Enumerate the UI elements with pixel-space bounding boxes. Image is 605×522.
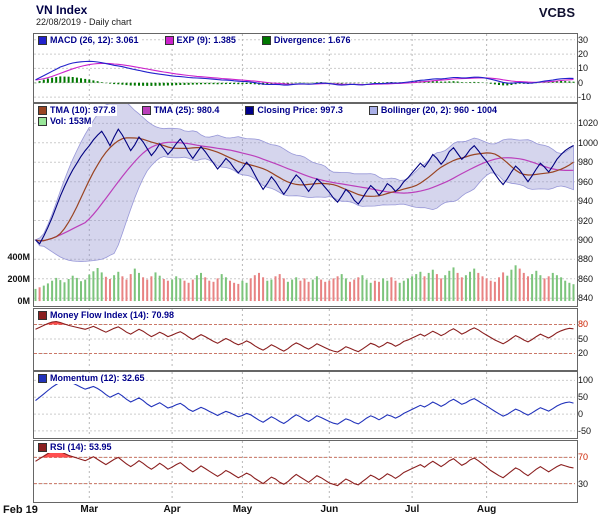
price-panel: TMA (10): 977.8 TMA (25): 980.4 Closing … xyxy=(33,103,578,307)
macd-swatch-icon xyxy=(38,36,47,45)
momentum-panel: Momentum (12): 32.65 xyxy=(33,371,578,439)
legend-item-tma25: TMA (25): 980.4 xyxy=(140,105,221,116)
volume-legend-label: Vol: 153M xyxy=(50,116,92,126)
legend-item-volume: Vol: 153M xyxy=(37,116,93,127)
mfi-legend-label: Money Flow Index (14): 70.98 xyxy=(50,310,175,320)
legend-item-exp: EXP (9): 1.385 xyxy=(163,35,237,46)
legend-item-bollinger: Bollinger (20, 2): 960 - 1004 xyxy=(367,105,498,116)
rsi-swatch-icon xyxy=(38,443,47,452)
momentum-chart xyxy=(34,372,575,436)
volume-scale-label: 200M xyxy=(7,274,30,284)
closing-price-swatch-icon xyxy=(245,106,255,115)
y-tick-label: 10 xyxy=(578,63,589,74)
y-tick-label: 30 xyxy=(578,34,589,45)
tma10-legend-label: TMA (10): 977.8 xyxy=(50,105,116,115)
y-tick-label: 80 xyxy=(578,319,589,330)
rsi-legend: RSI (14): 53.95 xyxy=(37,442,113,453)
volume-scale-label: 0M xyxy=(17,296,30,306)
tma25-swatch-icon xyxy=(141,106,151,115)
x-axis-label: Mar xyxy=(80,504,99,515)
macd-panel: MACD (26, 12): 3.061 EXP (9): 1.385 Dive… xyxy=(33,33,578,103)
momentum-swatch-icon xyxy=(38,374,47,383)
legend-item-macd: MACD (26, 12): 3.061 xyxy=(37,35,140,46)
momentum-legend-label: Momentum (12): 32.65 xyxy=(50,373,145,383)
y-tick-label: 860 xyxy=(578,273,594,284)
legend-item-tma10: TMA (10): 977.8 xyxy=(37,105,117,116)
volume-scale-label: 400M xyxy=(7,252,30,262)
legend-item-rsi: RSI (14): 53.95 xyxy=(37,442,113,453)
y-tick-label: 1000 xyxy=(578,137,599,148)
page-title: VN Index xyxy=(36,3,88,17)
tma10-swatch-icon xyxy=(38,106,47,115)
chart-date-line: 22/08/2019 - Daily chart xyxy=(36,17,132,27)
x-axis-label: Jul xyxy=(404,504,420,515)
legend-item-closing-price: Closing Price: 997.3 xyxy=(244,105,344,116)
y-tick-label: 940 xyxy=(578,196,594,207)
x-axis-label: Aug xyxy=(476,504,497,515)
y-tick-label: 20 xyxy=(578,348,589,359)
legend-item-divergence: Divergence: 1.676 xyxy=(260,35,352,46)
exp-legend-label: EXP (9): 1.385 xyxy=(176,35,236,45)
rsi-panel: RSI (14): 53.95 xyxy=(33,440,578,503)
x-axis-label: Feb 19 xyxy=(3,504,38,516)
y-tick-label: -50 xyxy=(578,425,592,436)
closing-price-legend-label: Closing Price: 997.3 xyxy=(257,105,343,115)
y-tick-label: 20 xyxy=(578,49,589,60)
legend-item-mfi: Money Flow Index (14): 70.98 xyxy=(37,310,176,321)
volume-swatch-icon xyxy=(38,117,47,126)
rsi-chart xyxy=(34,441,575,500)
x-axis-label: Apr xyxy=(163,504,181,515)
macd-legend-label: MACD (26, 12): 3.061 xyxy=(50,35,139,45)
y-tick-label: 50 xyxy=(578,392,589,403)
y-tick-label: -10 xyxy=(578,92,592,103)
mfi-legend: Money Flow Index (14): 70.98 xyxy=(37,310,176,321)
bollinger-swatch-icon xyxy=(368,106,378,115)
mfi-chart xyxy=(34,309,575,368)
y-tick-label: 880 xyxy=(578,254,594,265)
y-tick-label: 840 xyxy=(578,293,594,304)
price-chart xyxy=(34,104,575,304)
mfi-swatch-icon xyxy=(38,311,47,320)
legend-item-momentum: Momentum (12): 32.65 xyxy=(37,373,146,384)
macd-chart xyxy=(34,34,575,100)
price-legend-row2: Vol: 153M xyxy=(37,116,93,127)
exp-swatch-icon xyxy=(164,36,174,45)
y-tick-label: 960 xyxy=(578,176,594,187)
macd-legend: MACD (26, 12): 3.061 EXP (9): 1.385 Dive… xyxy=(37,35,352,46)
y-tick-label: 0 xyxy=(578,77,584,88)
x-axis: Feb 19 Mar Apr May Jun Jul Aug xyxy=(0,502,605,520)
momentum-legend: Momentum (12): 32.65 xyxy=(37,373,146,384)
divergence-legend-label: Divergence: 1.676 xyxy=(273,35,351,45)
y-tick-label: 1020 xyxy=(578,118,599,129)
brand-logo: VCBS xyxy=(538,5,575,20)
rsi-legend-label: RSI (14): 53.95 xyxy=(50,442,112,452)
y-tick-label: 50 xyxy=(578,333,589,344)
mfi-panel: Money Flow Index (14): 70.98 xyxy=(33,308,578,371)
y-tick-label: 920 xyxy=(578,215,594,226)
y-tick-label: 0 xyxy=(578,409,584,420)
bollinger-legend-label: Bollinger (20, 2): 960 - 1004 xyxy=(380,105,497,115)
divergence-swatch-icon xyxy=(261,36,271,45)
x-axis-label: Jun xyxy=(320,504,339,515)
y-tick-label: 900 xyxy=(578,234,594,245)
y-tick-label: 30 xyxy=(578,478,589,489)
y-tick-label: 70 xyxy=(578,452,589,463)
price-legend-row1: TMA (10): 977.8 TMA (25): 980.4 Closing … xyxy=(37,105,498,116)
y-tick-label: 100 xyxy=(578,375,594,386)
x-axis-label: May xyxy=(232,504,253,515)
y-tick-label: 980 xyxy=(578,157,594,168)
tma25-legend-label: TMA (25): 980.4 xyxy=(153,105,220,115)
